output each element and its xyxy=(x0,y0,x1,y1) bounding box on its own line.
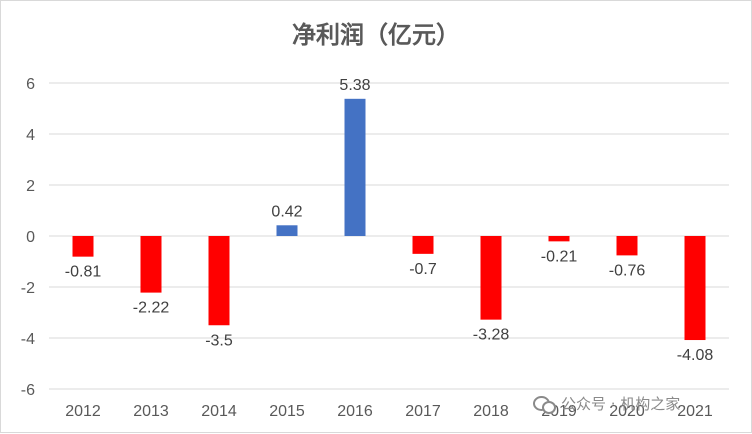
data-label: 5.38 xyxy=(339,77,370,94)
data-label: -0.21 xyxy=(541,248,578,265)
x-tick-label: 2016 xyxy=(337,403,373,420)
data-label: -0.81 xyxy=(65,264,102,281)
chart-title: 净利润（亿元） xyxy=(292,21,460,49)
x-tick-label: 2020 xyxy=(609,403,645,420)
bar xyxy=(208,236,230,326)
bar xyxy=(276,225,298,236)
x-tick-label: 2015 xyxy=(269,403,305,420)
y-tick-label: 6 xyxy=(26,76,35,93)
y-tick-label: 2 xyxy=(26,178,35,195)
bar xyxy=(72,236,94,257)
data-label: -2.22 xyxy=(133,300,170,317)
x-tick-label: 2021 xyxy=(677,403,713,420)
bar xyxy=(684,236,706,341)
data-label: -0.7 xyxy=(409,261,437,278)
bar xyxy=(548,236,570,242)
bar xyxy=(140,236,162,293)
y-tick-label: -6 xyxy=(21,382,35,399)
y-tick-label: 4 xyxy=(26,127,35,144)
data-label: -4.08 xyxy=(677,347,714,364)
watermark-text: 公众号 · 机构之家 xyxy=(561,395,681,413)
x-tick-label: 2012 xyxy=(65,403,101,420)
x-tick-label: 2017 xyxy=(405,403,441,420)
bar xyxy=(616,236,638,256)
data-label: 0.42 xyxy=(271,203,302,220)
bar xyxy=(344,98,366,236)
data-label: -0.76 xyxy=(609,262,646,279)
y-tick-label: 0 xyxy=(26,229,35,246)
x-tick-label: 2014 xyxy=(201,403,237,420)
data-label: -3.28 xyxy=(473,327,510,344)
bar xyxy=(412,236,434,254)
data-label: -3.5 xyxy=(205,332,233,349)
y-tick-label: -4 xyxy=(21,331,35,348)
x-tick-label: 2013 xyxy=(133,403,169,420)
x-tick-label: 2018 xyxy=(473,403,509,420)
y-tick-label: -2 xyxy=(21,280,35,297)
bar xyxy=(480,236,502,320)
wechat-icon xyxy=(533,395,556,414)
watermark: 公众号 · 机构之家 xyxy=(533,393,680,414)
